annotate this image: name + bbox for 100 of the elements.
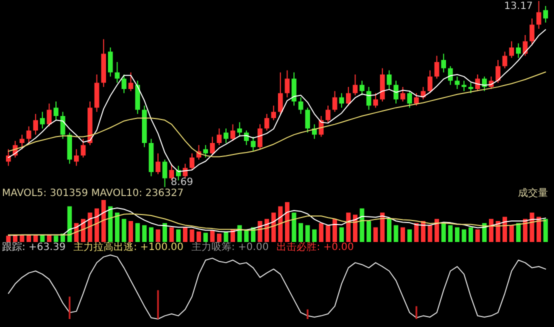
candlestick xyxy=(210,136,215,156)
candlestick xyxy=(230,124,236,142)
bar xyxy=(6,236,11,242)
bar xyxy=(496,221,500,242)
bar xyxy=(434,218,440,242)
bar xyxy=(101,200,106,242)
bar xyxy=(271,212,276,242)
bar xyxy=(366,221,372,242)
candlestick xyxy=(332,90,338,112)
bar xyxy=(454,227,460,242)
bar xyxy=(203,232,208,242)
bar xyxy=(394,225,398,242)
candlestick xyxy=(216,128,222,146)
candlestick xyxy=(475,74,480,92)
candlestick xyxy=(326,105,330,123)
bar xyxy=(156,229,160,242)
annotation: 跟踪: +63.39 xyxy=(2,242,66,254)
candlestick xyxy=(162,159,168,188)
candlestick xyxy=(244,130,249,146)
bar xyxy=(332,218,338,242)
bar xyxy=(40,234,45,242)
bar xyxy=(284,202,290,242)
candlestick xyxy=(258,124,262,150)
candlestick xyxy=(54,100,58,121)
bar xyxy=(54,236,58,242)
candlestick xyxy=(203,144,208,158)
candlestick xyxy=(496,59,500,84)
bar xyxy=(162,223,168,242)
bar xyxy=(169,227,174,242)
candlestick xyxy=(40,111,45,129)
bar xyxy=(67,206,72,242)
bar xyxy=(305,225,310,242)
bar xyxy=(360,208,364,242)
bar xyxy=(196,232,202,242)
bar xyxy=(312,229,317,242)
candlestick xyxy=(360,80,364,96)
candlestick xyxy=(292,72,296,106)
candlestick xyxy=(26,126,32,144)
candlestick xyxy=(271,105,276,121)
candlestick xyxy=(108,47,113,78)
bar xyxy=(488,218,494,242)
candlestick xyxy=(122,74,126,94)
candlestick xyxy=(428,70,432,94)
bar xyxy=(318,223,324,242)
bar xyxy=(373,227,378,242)
candlestick xyxy=(414,92,419,106)
candlestick xyxy=(400,86,406,102)
bar xyxy=(122,218,126,242)
candlestick xyxy=(543,5,548,24)
candlestick xyxy=(339,92,344,108)
candlestick xyxy=(482,76,487,92)
bar xyxy=(258,221,262,242)
candlestick xyxy=(80,138,86,158)
bar xyxy=(543,218,548,242)
bar xyxy=(292,212,296,242)
candlestick xyxy=(224,128,228,144)
bar xyxy=(142,225,147,242)
bar xyxy=(20,235,24,242)
candlestick xyxy=(386,70,392,90)
candlestick xyxy=(434,55,440,80)
text: 成交量 xyxy=(518,188,548,200)
bar xyxy=(530,212,534,242)
bar xyxy=(386,218,392,242)
bar xyxy=(128,221,134,242)
candlestick xyxy=(20,134,24,150)
bar xyxy=(441,223,446,242)
bar xyxy=(407,229,412,242)
candlestick xyxy=(237,122,242,138)
bar xyxy=(298,223,304,242)
candlestick xyxy=(530,18,534,46)
candlestick xyxy=(441,53,446,73)
annotation: 主力拉高出逃: +100.00 xyxy=(74,242,184,254)
bar xyxy=(244,229,249,242)
candlestick xyxy=(407,90,412,108)
bar xyxy=(176,229,181,242)
bar xyxy=(346,212,351,242)
candlestick xyxy=(373,92,378,108)
bar xyxy=(114,212,120,242)
candlestick xyxy=(264,113,270,132)
bar xyxy=(509,225,514,242)
bar xyxy=(224,232,228,242)
candlestick xyxy=(190,152,194,170)
candlestick xyxy=(468,82,474,94)
bar xyxy=(380,212,385,242)
bar xyxy=(148,227,154,242)
candlestick xyxy=(509,40,514,58)
bar xyxy=(135,223,140,242)
bar xyxy=(237,225,242,242)
bar xyxy=(326,225,330,242)
candlestick xyxy=(156,152,160,175)
candlestick xyxy=(448,66,453,86)
bar xyxy=(278,206,283,242)
bar xyxy=(216,234,222,242)
bar xyxy=(94,208,100,242)
candlestick xyxy=(284,70,290,98)
annotation: 主力吸筹: +0.00 xyxy=(191,242,269,254)
annotation: 8.69 xyxy=(170,177,194,188)
chart-title: MAVOL5: 301359 MAVOL10: 236327 xyxy=(2,188,184,200)
bar xyxy=(400,227,406,242)
candlestick xyxy=(462,80,466,92)
